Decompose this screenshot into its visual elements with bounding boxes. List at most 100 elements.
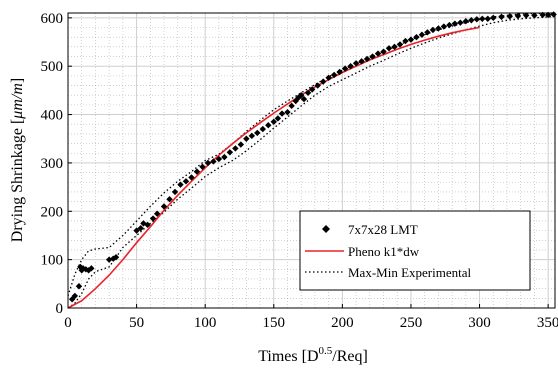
lmt-data-point — [440, 23, 448, 30]
y-tick-label: 400 — [41, 108, 64, 124]
lmt-data-point — [160, 203, 168, 210]
lmt-data-point — [457, 19, 464, 26]
lmt-data-point — [424, 29, 431, 36]
x-tick-label: 200 — [331, 315, 354, 331]
lmt-data-point — [210, 158, 217, 165]
lmt-data-point — [380, 48, 387, 55]
lmt-data-point — [137, 225, 144, 232]
lmt-data-point — [177, 181, 184, 188]
lmt-data-point — [284, 108, 291, 116]
lmt-data-point — [274, 115, 282, 122]
x-tick-label: 0 — [64, 315, 72, 331]
lmt-data-point — [88, 265, 95, 272]
lmt-data-point — [71, 292, 79, 300]
x-tick-label: 50 — [129, 315, 144, 331]
y-tick-label: 600 — [41, 11, 64, 27]
lmt-data-point — [166, 195, 173, 203]
lmt-data-point — [133, 227, 140, 234]
lmt-data-point — [341, 65, 349, 72]
y-tick-label: 500 — [41, 59, 64, 75]
lmt-data-point — [429, 26, 437, 34]
lmt-data-point — [314, 82, 321, 89]
lmt-data-point — [237, 141, 245, 148]
lmt-data-point — [498, 13, 505, 21]
lmt-data-point — [358, 58, 365, 65]
lmt-data-point — [336, 68, 343, 76]
x-tick-label: 250 — [400, 315, 423, 331]
lmt-data-point — [308, 86, 316, 93]
lmt-data-point — [385, 45, 393, 52]
lmt-data-point — [149, 215, 157, 222]
lmt-data-point — [153, 210, 161, 217]
x-axis-label: Times [D0.5/Req] — [258, 345, 368, 365]
lmt-data-point — [232, 145, 239, 152]
lmt-data-point — [85, 267, 92, 274]
lmt-data-point — [506, 13, 513, 20]
lmt-data-point — [347, 62, 354, 70]
lmt-data-point — [319, 78, 327, 85]
lmt-data-point — [171, 188, 179, 196]
lmt-data-point — [292, 97, 299, 105]
y-axis-label: Drying Shrinkage [μm/m] — [9, 78, 26, 242]
lmt-data-point — [304, 89, 312, 96]
lmt-data-point — [539, 11, 546, 19]
lmt-data-point — [259, 125, 266, 133]
lmt-data-point — [221, 153, 228, 161]
lmt-data-point — [298, 92, 305, 99]
legend-marker-lmt — [322, 225, 330, 233]
lmt-data-point — [288, 102, 295, 110]
y-tick-label: 300 — [41, 156, 64, 172]
lmt-data-point — [435, 25, 442, 32]
lmt-data-point — [446, 21, 453, 29]
lmt-data-point — [215, 155, 223, 163]
lmt-data-point — [479, 15, 486, 23]
lmt-data-point — [144, 221, 151, 229]
lmt-data-point — [75, 283, 83, 290]
y-tick-label: 0 — [56, 301, 64, 317]
x-tick-label: 300 — [468, 315, 491, 331]
y-axis-label-unit: μm/m — [9, 83, 26, 120]
lmt-data-point — [352, 60, 360, 67]
lmt-data-point — [490, 14, 497, 22]
lmt-data-point — [182, 178, 190, 185]
lmt-data-point — [330, 71, 338, 79]
plot-frame — [67, 12, 556, 309]
y-tick-labels: 0 100 200 300 400 500 600 — [41, 11, 72, 317]
legend-label-lmt: 7x7x28 LMT — [348, 222, 418, 237]
x-tick-label: 150 — [263, 315, 286, 331]
y-tick-label: 200 — [41, 204, 64, 220]
x-tick-labels: 0 50 100 150 200 250 300 350 — [64, 304, 558, 331]
lmt-data-point — [254, 129, 261, 137]
x-tick-label: 350 — [537, 315, 558, 331]
lmt-data-point — [413, 33, 420, 41]
lmt-data-point — [468, 17, 475, 24]
lmt-data-point — [243, 135, 250, 142]
lmt-data-point — [391, 43, 398, 51]
series-layer — [67, 11, 557, 309]
lmt-data-point — [270, 118, 277, 126]
lmt-data-point — [78, 267, 85, 274]
lmt-data-point — [193, 168, 201, 175]
lmt-data-point — [531, 12, 538, 19]
lmt-data-point — [265, 121, 272, 129]
lmt-data-point — [325, 74, 332, 82]
x-axis-label-sup: 0.5 — [319, 345, 333, 357]
lmt-data-point — [363, 55, 371, 63]
lmt-data-point — [112, 254, 120, 261]
lmt-data-point — [278, 110, 286, 117]
lmt-data-point — [473, 16, 481, 23]
lmt-data-point — [204, 159, 212, 167]
lmt-data-point — [226, 149, 234, 156]
lmt-data-point — [82, 266, 90, 273]
lmt-data-point — [418, 31, 426, 38]
lmt-data-point — [451, 20, 459, 27]
y-tick-label: 100 — [41, 253, 64, 269]
lmt-data-point — [374, 50, 382, 57]
lmt-data-point — [514, 12, 522, 20]
lmt-data-point — [402, 37, 409, 45]
legend: 7x7x28 LMT Pheno k1*dw Max-Min Experimen… — [299, 210, 531, 291]
lmt-data-point — [407, 36, 415, 43]
